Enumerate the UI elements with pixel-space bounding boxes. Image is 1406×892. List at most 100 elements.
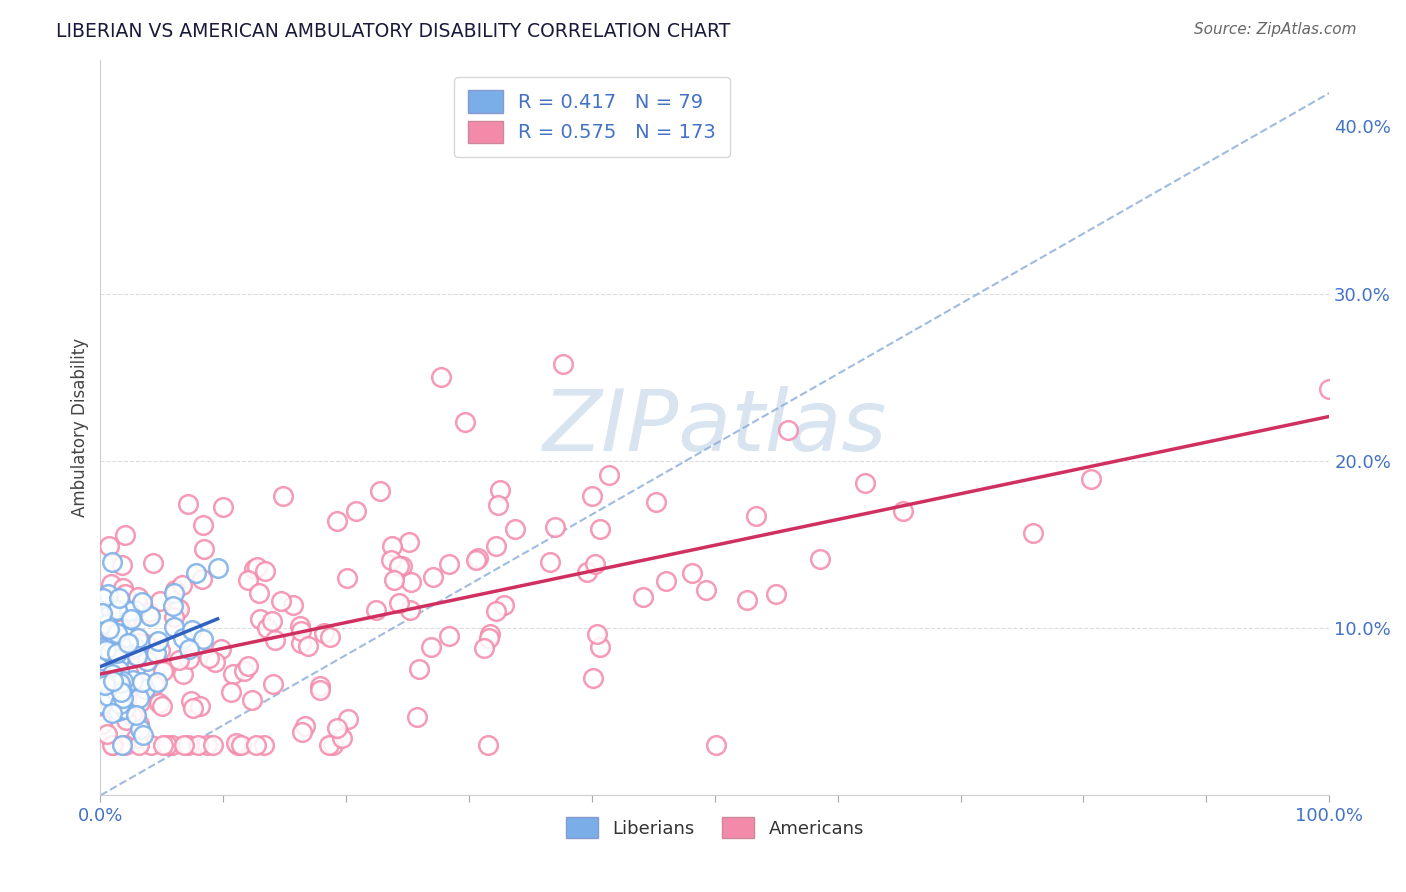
Point — [111, 738, 134, 752]
Point — [406, 710, 429, 724]
Point — [105, 626, 128, 640]
Point — [128, 691, 150, 706]
Point — [381, 539, 404, 553]
Point — [127, 631, 149, 645]
Point — [419, 640, 441, 655]
Point — [226, 738, 249, 752]
Point — [172, 632, 194, 646]
Point — [152, 738, 174, 752]
Point — [288, 618, 311, 632]
Point — [111, 558, 134, 572]
Point — [100, 577, 122, 591]
Point — [112, 692, 135, 706]
Point — [128, 738, 150, 752]
Point — [146, 675, 169, 690]
Point — [91, 591, 114, 606]
Point — [104, 670, 127, 684]
Point — [110, 697, 132, 711]
Point — [204, 655, 226, 669]
Point — [454, 415, 477, 429]
Point — [104, 630, 127, 644]
Point — [120, 612, 142, 626]
Point — [114, 528, 136, 542]
Text: LIBERIAN VS AMERICAN AMBULATORY DISABILITY CORRELATION CHART: LIBERIAN VS AMERICAN AMBULATORY DISABILI… — [56, 22, 731, 41]
Point — [281, 598, 304, 612]
Point — [155, 738, 177, 752]
Point — [246, 559, 269, 574]
Point — [485, 539, 508, 553]
Point — [177, 497, 200, 511]
Point — [117, 665, 139, 679]
Point — [114, 702, 136, 716]
Point — [108, 652, 131, 666]
Point — [704, 738, 727, 752]
Point — [107, 704, 129, 718]
Point — [148, 634, 170, 648]
Point — [90, 673, 112, 687]
Point — [291, 725, 314, 739]
Point — [100, 604, 122, 618]
Point — [211, 500, 233, 514]
Point — [117, 706, 139, 720]
Point — [181, 623, 204, 637]
Point — [129, 636, 152, 650]
Point — [111, 641, 134, 656]
Point — [160, 738, 183, 752]
Point — [655, 574, 678, 589]
Point — [97, 673, 120, 688]
Point — [97, 689, 120, 703]
Point — [486, 498, 509, 512]
Point — [891, 504, 914, 518]
Point — [472, 641, 495, 656]
Point — [245, 738, 267, 752]
Point — [135, 637, 157, 651]
Point — [125, 660, 148, 674]
Point — [391, 558, 413, 573]
Point — [589, 522, 612, 536]
Point — [152, 664, 174, 678]
Point — [139, 609, 162, 624]
Point — [112, 690, 135, 705]
Point — [103, 676, 125, 690]
Point — [108, 675, 131, 690]
Point — [90, 657, 112, 672]
Point — [101, 706, 124, 720]
Point — [96, 727, 118, 741]
Point — [318, 738, 340, 752]
Point — [142, 556, 165, 570]
Point — [326, 721, 349, 735]
Point — [117, 636, 139, 650]
Point — [253, 564, 276, 578]
Point — [101, 633, 124, 648]
Point — [236, 573, 259, 587]
Point — [631, 590, 654, 604]
Point — [110, 685, 132, 699]
Point — [209, 642, 232, 657]
Point — [98, 539, 121, 553]
Point — [399, 602, 422, 616]
Point — [117, 604, 139, 618]
Point — [131, 594, 153, 608]
Point — [195, 738, 218, 752]
Point — [322, 738, 344, 752]
Point — [193, 632, 215, 646]
Point — [437, 629, 460, 643]
Point — [187, 738, 209, 752]
Point — [188, 698, 211, 713]
Point — [149, 642, 172, 657]
Point — [1317, 382, 1340, 396]
Point — [108, 591, 131, 605]
Point — [103, 671, 125, 685]
Point — [191, 573, 214, 587]
Point — [115, 630, 138, 644]
Point — [681, 566, 703, 581]
Point — [264, 633, 287, 648]
Point — [93, 641, 115, 656]
Point — [201, 738, 224, 752]
Point — [589, 640, 612, 655]
Point — [422, 569, 444, 583]
Point — [103, 669, 125, 683]
Point — [150, 699, 173, 714]
Point — [103, 676, 125, 690]
Point — [249, 612, 271, 626]
